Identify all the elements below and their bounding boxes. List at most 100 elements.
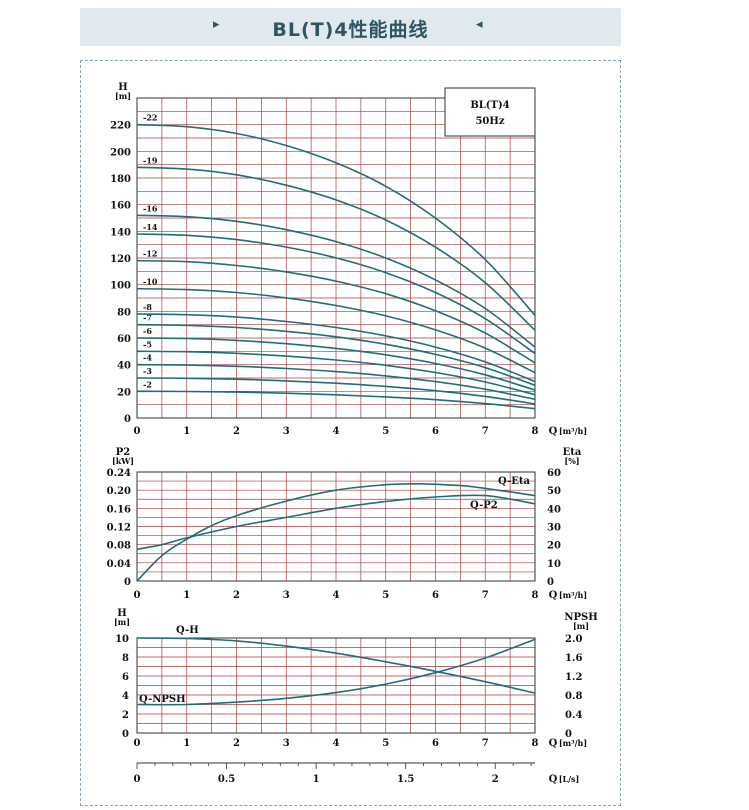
qh-y-tick-label: 180 — [110, 174, 131, 185]
npsh-x-tick-label: 5 — [382, 738, 389, 749]
chart-frame — [80, 60, 621, 806]
qh-series-label: -8 — [143, 302, 152, 312]
left-pointing-triangle-icon: ◂ — [476, 17, 483, 32]
legend-model: BL(T)4 — [470, 100, 509, 111]
qh-series-label: -12 — [143, 249, 157, 259]
npsh-y-axis-unit: [m] — [573, 621, 589, 631]
h-y-axis-unit: [m] — [114, 617, 130, 627]
qh-y-tick-label: 140 — [110, 227, 131, 238]
qh-series-label: -4 — [143, 353, 152, 363]
qh-x-tick-label: 1 — [183, 426, 190, 437]
npsh-x-tick-label: 4 — [333, 738, 340, 749]
qh-series-label: -10 — [143, 277, 158, 287]
qh-y-axis-unit: [m] — [115, 91, 131, 101]
npsh-right-tick-label: 0 — [565, 729, 572, 740]
p2-x-axis-label: Q — [549, 590, 558, 601]
npsh-x-tick-label: 2 — [233, 738, 240, 749]
qh-series-label: -6 — [143, 326, 152, 336]
qh-grid — [136, 97, 536, 419]
qh-x-tick-label: 7 — [482, 426, 489, 437]
p2-curve-label: Q-P2 — [470, 500, 498, 511]
qh-series-line — [136, 287, 536, 374]
eta-right-tick-label: 20 — [547, 541, 561, 552]
header-banner: ▸ BL(T)4性能曲线 ◂ — [80, 8, 621, 46]
qh-series-label: -14 — [143, 222, 158, 232]
qh-series-label: -22 — [143, 113, 157, 123]
ls-x-tick-label: 1 — [313, 774, 320, 785]
npsh-x-axis-label: Q — [549, 738, 558, 749]
qh-series-line — [136, 323, 536, 387]
qh-y-tick-label: 220 — [110, 121, 131, 132]
qh-series-label: -16 — [143, 203, 158, 213]
npsh-right-tick-label: 1.6 — [565, 653, 582, 664]
qh-x-tick-label: 6 — [432, 426, 439, 437]
qh-x-tick-label: 4 — [333, 426, 340, 437]
eta-right-tick-label: 60 — [547, 468, 561, 479]
qh-x-axis-label: Q — [549, 426, 558, 437]
page-title: BL(T)4性能曲线 — [272, 19, 429, 41]
p2-left-tick-label: 0.20 — [107, 486, 131, 497]
p2-x-axis-unit: [m³/h] — [559, 590, 587, 600]
qh-y-axis-label: H — [118, 82, 127, 93]
h-y-axis-label: H — [117, 608, 126, 619]
p2-grid — [136, 471, 536, 582]
h-left-tick-label: 2 — [122, 710, 129, 721]
p2-x-tick-label: 6 — [432, 590, 439, 601]
qh-series-line — [136, 166, 536, 331]
qh-x-axis-unit: [m³/h] — [559, 426, 587, 436]
qh-series-label: -3 — [143, 366, 152, 376]
npsh-plot-border — [136, 637, 536, 734]
p2-x-tick-label: 2 — [233, 590, 240, 601]
p2-x-tick-label: 8 — [532, 590, 539, 601]
qh-y-tick-label: 200 — [110, 147, 131, 158]
ls-x-tick-label: 2 — [492, 774, 499, 785]
npsh-series-line — [136, 638, 536, 706]
p2-x-tick-label: 1 — [183, 590, 190, 601]
eta-right-tick-label: 0 — [547, 577, 554, 588]
p2-left-tick-label: 0.08 — [107, 541, 131, 552]
h-left-tick-label: 0 — [122, 729, 129, 740]
qh-y-tick-label: 160 — [110, 201, 131, 212]
right-pointing-triangle-icon: ▸ — [213, 17, 220, 32]
npsh-x-tick-label: 8 — [532, 738, 539, 749]
npsh-right-tick-label: 1.2 — [565, 672, 582, 683]
h-left-tick-label: 4 — [122, 691, 129, 702]
qh-series-line — [136, 377, 536, 405]
qh-y-tick-label: 0 — [124, 414, 131, 425]
npsh-x-tick-label: 7 — [482, 738, 489, 749]
p2-left-tick-label: 0 — [124, 577, 131, 588]
p2-left-tick-label: 0.24 — [107, 468, 131, 479]
eta-right-tick-label: 10 — [547, 559, 561, 570]
qh-x-tick-label: 2 — [233, 426, 240, 437]
qh-x-tick-label: 3 — [283, 426, 290, 437]
qh-series-line — [136, 390, 536, 410]
p2-x-tick-label: 5 — [382, 590, 389, 601]
npsh-x-axis-unit: [m³/h] — [559, 738, 587, 748]
p2-left-tick-label: 0.04 — [107, 559, 131, 570]
p2-series-line — [136, 494, 536, 550]
eta-right-tick-label: 30 — [547, 523, 561, 534]
eta-curve-label: Q-Eta — [498, 476, 530, 487]
qh-y-tick-label: 120 — [110, 254, 131, 265]
npsh-x-tick-label: 6 — [432, 738, 439, 749]
qh-series-line — [136, 233, 536, 355]
npsh-series-line — [136, 637, 536, 694]
npsh-right-tick-label: 2.0 — [565, 634, 582, 645]
qh-y-tick-label: 20 — [117, 387, 131, 398]
qh-plot-border — [136, 97, 536, 419]
legend-frequency: 50Hz — [475, 116, 504, 127]
npsh-x-tick-label: 1 — [183, 738, 190, 749]
npsh-x-tick-label: 3 — [283, 738, 290, 749]
qh-series-line — [136, 350, 536, 396]
qh-series-line — [136, 337, 536, 391]
qh-series-label: -2 — [143, 379, 152, 389]
qh-series-label: -19 — [143, 155, 158, 165]
p2-x-tick-label: 7 — [482, 590, 489, 601]
npsh-right-tick-label: 0.4 — [565, 710, 582, 721]
npsh-x-tick-label: 0 — [134, 738, 141, 749]
p2-x-tick-label: 4 — [333, 590, 340, 601]
qh-series-line — [136, 363, 536, 401]
h-left-tick-label: 8 — [122, 653, 129, 664]
npsh-curve-label: Q-NPSH — [139, 694, 186, 705]
qh-curve-label: Q-H — [176, 625, 199, 636]
